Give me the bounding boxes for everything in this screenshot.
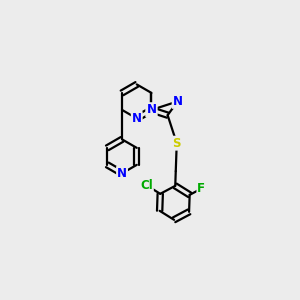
Text: N: N bbox=[146, 103, 157, 116]
Text: N: N bbox=[146, 103, 157, 116]
Text: N: N bbox=[172, 95, 183, 108]
Text: S: S bbox=[172, 137, 181, 150]
Text: N: N bbox=[117, 167, 127, 180]
Text: F: F bbox=[197, 182, 206, 195]
Text: N: N bbox=[132, 112, 142, 125]
Text: Cl: Cl bbox=[140, 179, 153, 192]
